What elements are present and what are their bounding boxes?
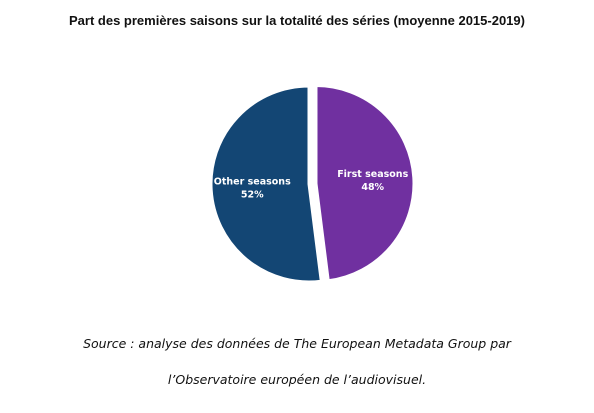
slice-value-label: 52% <box>241 190 264 201</box>
source-note-line-1: Source : analyse des données de The Euro… <box>83 336 511 351</box>
pie-slice-first-seasons <box>314 84 416 283</box>
slice-value-label: 48% <box>361 182 384 193</box>
slice-name-label: Other seasons <box>214 177 291 188</box>
chart-title: Part des premières saisons sur la totali… <box>69 13 525 28</box>
slice-name-label: First seasons <box>337 169 408 180</box>
source-note-line-2: l’Observatoire européen de l’audiovisuel… <box>167 372 427 387</box>
pie-slice-other-seasons <box>209 84 323 284</box>
